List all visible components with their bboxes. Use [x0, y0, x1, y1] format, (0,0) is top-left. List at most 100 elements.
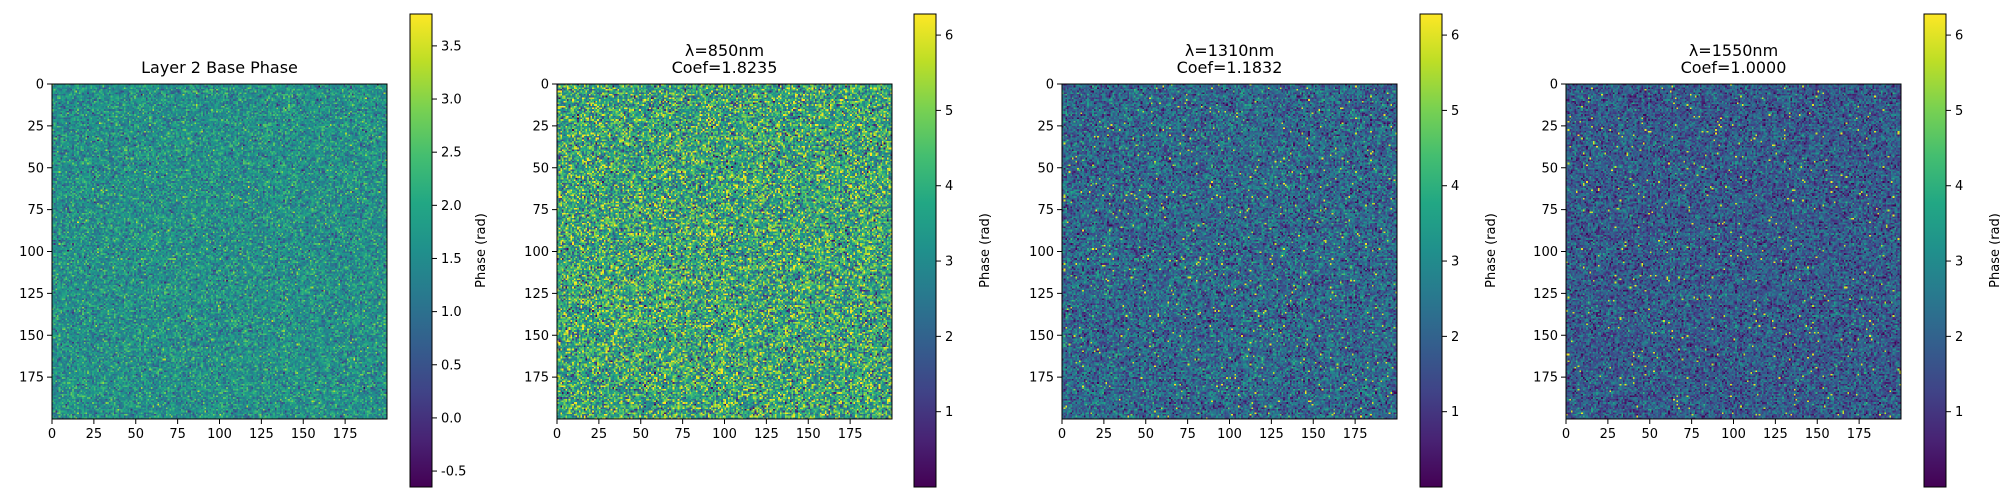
- y-tick-label: 50: [1037, 161, 1054, 176]
- colorbar-label: Phase (rad): [1988, 213, 2000, 288]
- colorbar-tick-label: 3: [1451, 255, 1459, 270]
- x-tick-label: 150: [1805, 427, 1830, 442]
- colorbar-label: Phase (rad): [978, 213, 993, 288]
- colorbar-tick-label: 6: [1451, 29, 1459, 44]
- y-tick-label: 150: [524, 329, 549, 344]
- colorbar-tick-label: 1.0: [441, 305, 462, 320]
- chart-title: Layer 2 Base Phase: [141, 58, 298, 77]
- colorbar: [1419, 13, 1443, 488]
- colorbar-tick-label: 5: [945, 104, 953, 119]
- y-tick-label: 75: [1037, 203, 1054, 218]
- x-tick-label: 100: [712, 427, 737, 442]
- heatmap-cells: [557, 84, 892, 419]
- y-tick-label: 100: [1533, 245, 1558, 260]
- chart-title: λ=1310nm: [1185, 41, 1274, 60]
- colorbar-tick-label: 2: [945, 330, 953, 345]
- x-tick-label: 175: [1847, 427, 1872, 442]
- x-tick-label: 150: [291, 427, 316, 442]
- y-tick-label: 50: [27, 161, 44, 176]
- x-tick-label: 75: [1683, 427, 1700, 442]
- y-tick-label: 175: [1533, 371, 1558, 386]
- x-tick-label: 50: [632, 427, 649, 442]
- x-tick-label: 100: [1721, 427, 1746, 442]
- colorbar-tick-label: 6: [1955, 29, 1963, 44]
- y-tick-label: 25: [27, 119, 44, 134]
- colorbar-tick-label: 4: [1955, 179, 1963, 194]
- y-tick-label: 175: [524, 371, 549, 386]
- colorbar-tick-label: 4: [945, 179, 953, 194]
- x-tick-label: 75: [674, 427, 691, 442]
- x-tick-label: 125: [1763, 427, 1788, 442]
- y-tick-label: 100: [1029, 245, 1054, 260]
- x-tick-label: 75: [1179, 427, 1196, 442]
- y-tick-label: 0: [1550, 78, 1558, 93]
- y-tick-label: 0: [541, 78, 549, 93]
- heatmap-cells: [52, 84, 387, 419]
- chart-title: λ=1550nm: [1689, 41, 1778, 60]
- colorbar-label: Phase (rad): [1484, 213, 1499, 288]
- colorbar-tick-label: 2.5: [441, 146, 462, 161]
- y-tick-label: 100: [19, 245, 44, 260]
- x-tick-label: 100: [1217, 427, 1242, 442]
- y-tick-label: 125: [1029, 287, 1054, 302]
- colorbar-tick-label: 2: [1451, 330, 1459, 345]
- colorbar-tick-label: 2: [1955, 330, 1963, 345]
- chart-subtitle: Coef=1.0000: [1681, 58, 1787, 77]
- x-tick-label: 50: [1641, 427, 1658, 442]
- heatmap-cells: [1566, 84, 1901, 419]
- heatmap-cells: [1062, 84, 1397, 419]
- x-tick-label: 150: [1301, 427, 1326, 442]
- chart-panel-1: Layer 2 Base Phase 0 25 50 75 100 125 150 175 0 25…: [19, 13, 489, 488]
- colorbar-tick-label: 3.0: [441, 93, 462, 108]
- colorbar: [913, 13, 937, 488]
- y-tick-label: 25: [1037, 119, 1054, 134]
- x-tick-label: 25: [1096, 427, 1113, 442]
- y-tick-label: 0: [1046, 78, 1054, 93]
- y-tick-label: 175: [1029, 371, 1054, 386]
- colorbar-tick-label: 1: [1451, 405, 1459, 420]
- x-tick-label: 150: [796, 427, 821, 442]
- colorbar-label: Phase (rad): [474, 213, 489, 288]
- colorbar: [409, 13, 433, 488]
- x-tick-label: 125: [249, 427, 274, 442]
- x-tick-label: 25: [591, 427, 608, 442]
- colorbar-tick-label: 1.5: [441, 252, 462, 267]
- y-tick-label: 75: [1541, 203, 1558, 218]
- x-tick-label: 0: [48, 427, 56, 442]
- x-tick-label: 0: [553, 427, 561, 442]
- colorbar-tick-label: 0.0: [441, 411, 462, 426]
- colorbar-tick-label: 2.0: [441, 199, 462, 214]
- colorbar-tick-label: 5: [1955, 104, 1963, 119]
- y-tick-label: 25: [532, 119, 549, 134]
- y-tick-label: 125: [19, 287, 44, 302]
- x-tick-label: 50: [1137, 427, 1154, 442]
- colorbar-tick-label: 6: [945, 29, 953, 44]
- x-tick-label: 175: [838, 427, 863, 442]
- y-tick-label: 150: [19, 329, 44, 344]
- colorbar: [1923, 13, 1947, 488]
- y-tick-label: 150: [1029, 329, 1054, 344]
- colorbar-tick-label: 1: [945, 405, 953, 420]
- y-tick-label: 175: [19, 371, 44, 386]
- y-tick-label: 25: [1541, 119, 1558, 134]
- colorbar-tick-label: 0.5: [441, 358, 462, 373]
- x-tick-label: 50: [127, 427, 144, 442]
- y-tick-label: 50: [532, 161, 549, 176]
- y-tick-label: 125: [1533, 287, 1558, 302]
- colorbar-tick-label: 3.5: [441, 39, 462, 54]
- y-tick-label: 125: [524, 287, 549, 302]
- x-tick-label: 25: [86, 427, 103, 442]
- y-tick-label: 75: [532, 203, 549, 218]
- x-tick-label: 75: [169, 427, 186, 442]
- y-tick-label: 50: [1541, 161, 1558, 176]
- x-tick-label: 125: [754, 427, 779, 442]
- x-tick-label: 25: [1600, 427, 1617, 442]
- y-tick-label: 0: [36, 78, 44, 93]
- colorbar-tick-label: 1: [1955, 405, 1963, 420]
- x-tick-label: 0: [1058, 427, 1066, 442]
- chart-title: λ=850nm: [685, 41, 764, 60]
- chart-subtitle: Coef=1.8235: [672, 58, 778, 77]
- x-tick-label: 125: [1259, 427, 1284, 442]
